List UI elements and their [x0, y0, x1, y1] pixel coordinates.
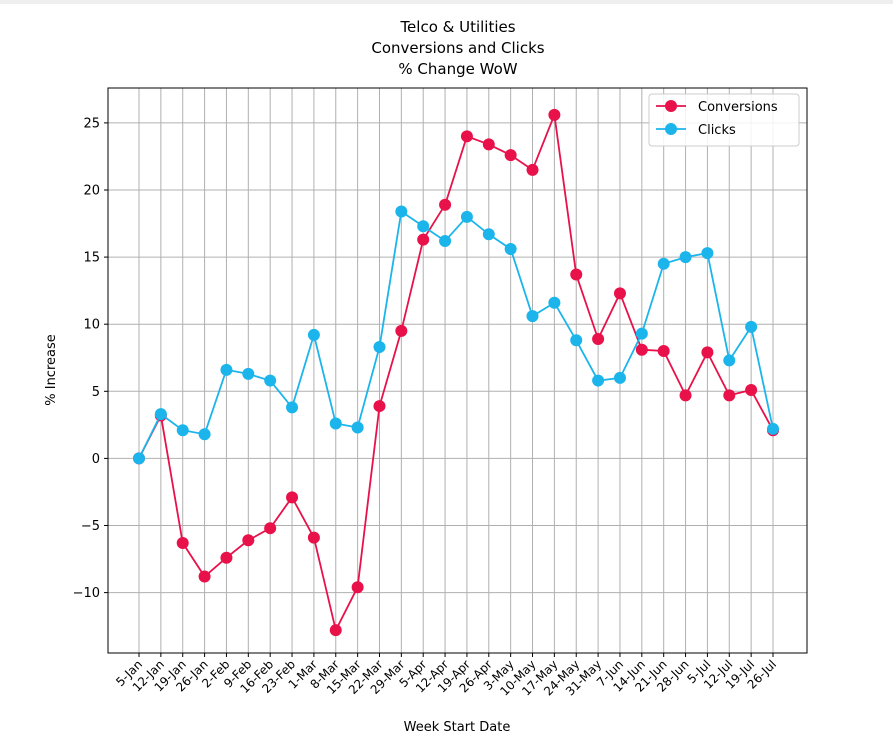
data-point-clicks — [307, 328, 320, 341]
data-point-conversions — [482, 138, 495, 151]
data-point-clicks — [745, 320, 758, 333]
data-point-clicks — [635, 327, 648, 340]
chart-title-line-1: Telco & Utilities — [399, 18, 515, 36]
legend: Conversions Clicks — [648, 93, 800, 147]
data-point-conversions — [657, 345, 670, 358]
data-point-clicks — [133, 452, 145, 465]
data-point-clicks — [701, 247, 714, 260]
data-point-conversions — [264, 522, 277, 535]
x-axis-label: Week Start Date — [404, 720, 511, 735]
data-point-conversions — [613, 287, 626, 300]
legend-item-conversions: Conversions — [656, 100, 778, 115]
legend-box — [648, 93, 800, 147]
data-point-conversions — [745, 383, 758, 396]
data-point-clicks — [482, 228, 495, 241]
data-point-conversions — [723, 389, 736, 402]
chart-title-line-2: Conversions and Clicks — [371, 39, 544, 57]
x-axis-ticks: 5-Jan12-Jan19-Jan26-Jan2-Feb9-Feb16-Feb2… — [113, 653, 779, 699]
y-tick-label: 15 — [83, 251, 100, 266]
data-point-conversions — [176, 536, 189, 549]
data-point-clicks — [154, 408, 167, 421]
series-layer — [133, 108, 779, 637]
top-strip — [0, 0, 893, 4]
data-point-clicks — [417, 220, 430, 233]
data-point-clicks — [351, 421, 364, 434]
data-point-conversions — [198, 570, 211, 583]
data-point-conversions — [701, 346, 714, 359]
data-point-clicks — [176, 424, 189, 437]
y-axis-label: % Increase — [44, 334, 59, 406]
data-point-clicks — [723, 354, 736, 367]
data-point-clicks — [657, 257, 670, 270]
data-point-conversions — [307, 531, 320, 544]
data-point-clicks — [439, 234, 452, 247]
y-tick-label: 20 — [83, 183, 100, 198]
data-point-conversions — [504, 149, 517, 162]
data-point-clicks — [592, 374, 605, 387]
legend-marker-conversions — [665, 100, 677, 112]
data-point-clicks — [286, 401, 299, 414]
data-point-clicks — [460, 210, 473, 223]
series-clicks — [133, 205, 779, 465]
data-point-conversions — [373, 400, 386, 413]
chart-title: Telco & Utilities Conversions and Clicks… — [371, 18, 544, 78]
series-conversions — [133, 108, 779, 637]
y-tick-label: 10 — [83, 318, 100, 333]
data-point-conversions — [548, 108, 561, 121]
legend-label-conversions: Conversions — [698, 100, 778, 115]
data-point-clicks — [220, 363, 233, 376]
data-point-conversions — [329, 624, 342, 637]
data-point-clicks — [526, 310, 539, 323]
legend-label-clicks: Clicks — [698, 123, 736, 138]
y-tick-label: −10 — [73, 586, 100, 601]
data-point-conversions — [395, 324, 408, 337]
data-point-conversions — [417, 233, 430, 246]
data-point-conversions — [286, 491, 299, 504]
data-point-clicks — [613, 371, 626, 384]
data-point-conversions — [679, 389, 692, 402]
data-point-clicks — [329, 417, 342, 430]
data-point-clicks — [570, 334, 583, 347]
chart-title-line-3: % Change WoW — [398, 60, 517, 78]
data-point-clicks — [264, 374, 277, 387]
data-point-conversions — [592, 332, 605, 345]
data-point-conversions — [635, 343, 648, 356]
legend-marker-clicks — [665, 123, 677, 135]
data-point-clicks — [548, 296, 561, 309]
data-point-clicks — [242, 367, 255, 380]
series-line-conversions — [138, 111, 774, 633]
data-point-clicks — [198, 428, 211, 441]
data-point-conversions — [460, 130, 473, 143]
data-point-conversions — [220, 551, 233, 564]
series-line-clicks — [138, 209, 774, 459]
data-point-clicks — [395, 205, 408, 218]
y-axis-ticks: −10 −5 0 5 10 15 20 25 — [73, 116, 108, 601]
data-point-clicks — [373, 341, 386, 354]
y-tick-label: 0 — [92, 452, 100, 467]
data-point-clicks — [504, 243, 517, 256]
data-point-conversions — [526, 163, 539, 176]
legend-item-clicks: Clicks — [656, 123, 736, 138]
data-point-clicks — [679, 251, 692, 264]
plot-frame — [107, 87, 808, 654]
data-point-conversions — [439, 198, 452, 211]
y-tick-label: −5 — [81, 519, 100, 534]
y-tick-label: 5 — [92, 385, 100, 400]
data-point-clicks — [767, 422, 779, 435]
data-point-conversions — [570, 268, 583, 281]
y-tick-label: 25 — [83, 116, 100, 131]
data-point-conversions — [351, 581, 364, 594]
data-point-conversions — [242, 534, 255, 547]
